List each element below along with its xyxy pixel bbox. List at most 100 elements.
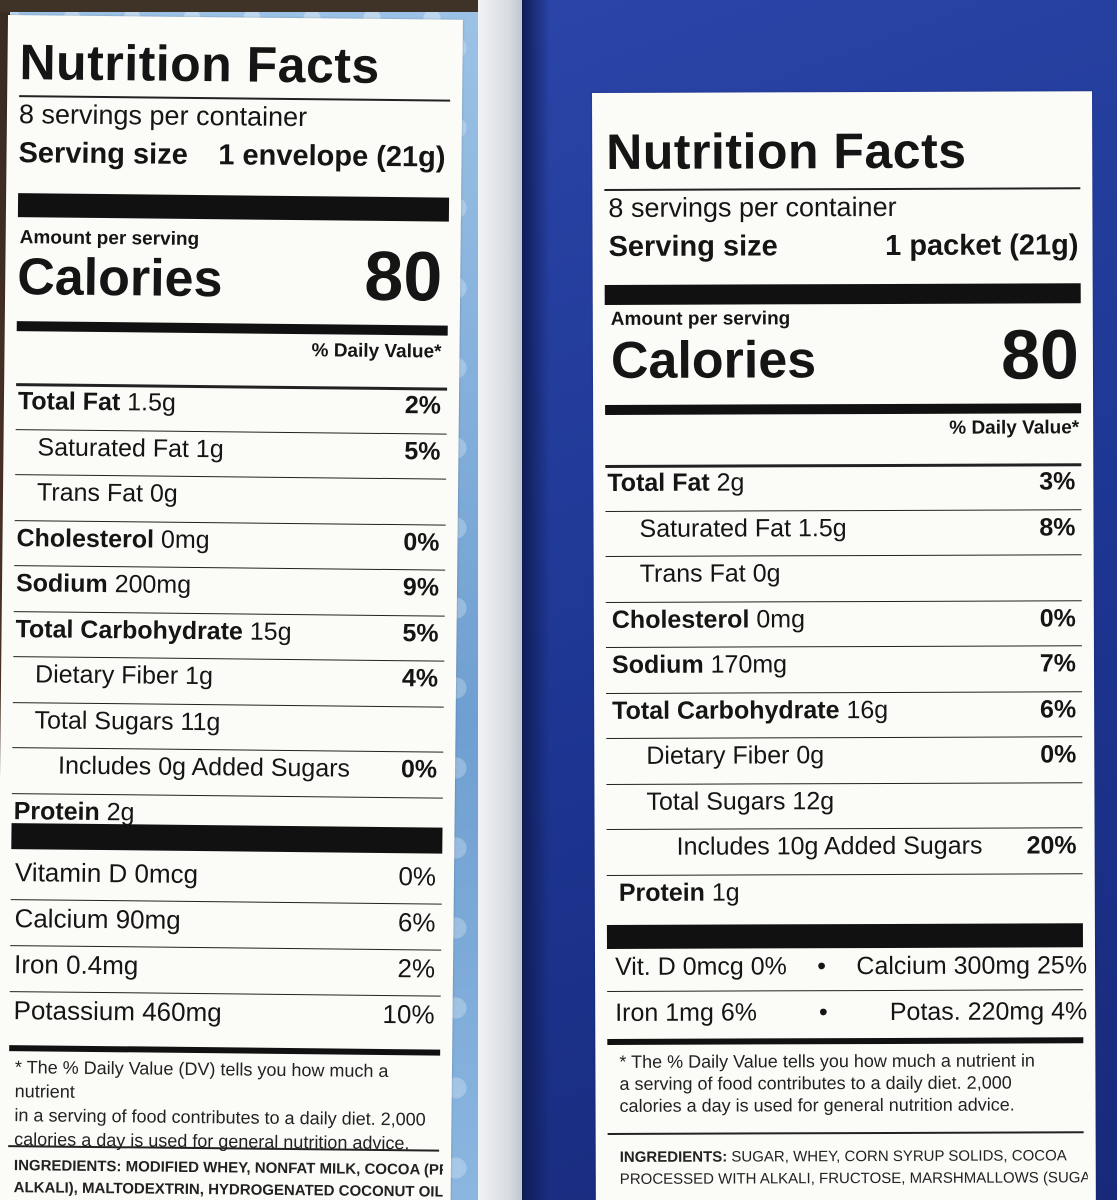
left-nutrient-name: Total Sugars 11g — [14, 706, 220, 737]
right-nutrient-row: Protein 1g — [609, 877, 1077, 908]
left-calories-label: Calories — [16, 248, 223, 309]
right-servings: 8 servings per container — [608, 191, 897, 223]
right-nutrient-dv: 3% — [1039, 467, 1076, 496]
right-footnote-line: * The % Daily Value tells you how much a… — [619, 1050, 1035, 1072]
right-nutrient-dv: 6% — [1039, 694, 1077, 723]
left-nutrient-dv: 5% — [404, 436, 441, 466]
right-vitamin-d: Vit. D 0mcg 0% — [615, 952, 787, 981]
right-potassium: Potas. 220mg 4% — [889, 997, 1088, 1026]
right-ingredients: INGREDIENTS: SUGAR, WHEY, CORN SYRUP SOL… — [620, 1145, 1088, 1191]
left-vitamin-row: Vitamin D 0mcg 0% — [15, 857, 436, 892]
left-nutrient-name: Cholesterol 0mg — [16, 524, 209, 555]
left-title: Nutrition Facts — [19, 34, 381, 94]
right-thick-bar-3 — [606, 923, 1083, 949]
left-nutrient-amount: 1.5g — [127, 388, 177, 417]
left-nutrient-amount: 2g — [106, 797, 135, 826]
right-nutrient-row: Total Carbohydrate 16g 6% — [608, 695, 1076, 726]
right-thick-bar-2 — [605, 403, 1082, 415]
left-vitamin-name: Vitamin D 0mcg — [14, 857, 199, 890]
left-nutrient-label: Cholesterol — [16, 523, 155, 554]
left-nutrient-name: Sodium 200mg — [16, 569, 191, 600]
left-footnote: * The % Daily Value (DV) tells you how m… — [14, 1055, 440, 1155]
left-nutrient-label: Dietary Fiber 1g — [34, 660, 214, 691]
right-nutrient-name: Trans Fat 0g — [608, 559, 781, 589]
left-nutrient-row: Total Carbohydrate 15g 5% — [15, 615, 438, 648]
left-nutrient-amount: 15g — [249, 617, 292, 646]
right-nutrient-dv: 7% — [1039, 649, 1077, 678]
left-nutrient-name: Total Fat 1.5g — [18, 387, 176, 418]
left-nutrient-label: Protein — [13, 796, 100, 826]
right-carton-shadow — [522, 0, 550, 1200]
left-ingredients: INGREDIENTS: MODIFIED WHEY, NONFAT MILK,… — [14, 1155, 443, 1200]
left-nutrient-name: Saturated Fat 1g — [17, 433, 224, 464]
right-calories-value: 80 — [1000, 315, 1080, 394]
right-nutrient-amount: 2g — [716, 468, 745, 497]
right-nutrient-rule — [605, 645, 1082, 648]
left-thick-bar-3 — [11, 823, 443, 854]
right-title: Nutrition Facts — [606, 122, 967, 180]
right-nutrient-name: Includes 10g Added Sugars — [609, 832, 983, 862]
right-calcium: Calcium 300mg 25% — [856, 951, 1088, 981]
right-nutrient-rule — [605, 508, 1082, 512]
right-nutrient-name: Dietary Fiber 0g — [608, 741, 824, 771]
right-nutrient-label: Dietary Fiber 0g — [646, 741, 825, 770]
right-footnote-line: calories a day is used for general nutri… — [619, 1094, 1015, 1116]
right-nutrient-name: Sodium 170mg — [608, 650, 787, 680]
right-footnote-line: a serving of food contributes to a daily… — [619, 1072, 1012, 1094]
right-nutrient-row: Total Fat 2g 3% — [607, 467, 1075, 498]
right-nutrient-label: Sodium — [611, 650, 704, 679]
right-vitamins-rule — [607, 989, 1084, 992]
right-ingredients-line: PROCESSED WITH ALKALI, FRUCTOSE, MARSHMA… — [619, 1169, 1088, 1188]
left-carton-side — [478, 0, 528, 1200]
left-vitamin-name: Calcium 90mg — [14, 903, 181, 935]
right-nutrient-label: Cholesterol — [611, 604, 750, 634]
left-vitamin-dv: 0% — [398, 861, 437, 892]
right-serving-size-value: 1 packet (21g) — [885, 229, 1079, 262]
right-footnote: * The % Daily Value tells you how much a… — [619, 1049, 1083, 1117]
right-nutrient-amount: 16g — [846, 695, 889, 724]
right-nutrition-label: Nutrition Facts 8 servings per container… — [592, 91, 1096, 1200]
right-nutrient-dv: 0% — [1040, 740, 1077, 769]
right-nutrient-row: Cholesterol 0mg 0% — [608, 604, 1076, 635]
right-thick-bar-4 — [607, 1037, 1084, 1045]
left-nutrient-label: Sodium — [15, 569, 108, 599]
right-nutrient-amount: 170mg — [710, 650, 788, 679]
right-thick-bar-1 — [604, 283, 1081, 305]
left-nutrient-dv: 2% — [404, 391, 442, 420]
left-nutrient-row: Total Sugars 11g — [14, 706, 437, 739]
left-nutrient-label: Total Sugars 11g — [34, 705, 221, 736]
left-vitamin-name: Potassium 460mg — [13, 995, 222, 1028]
right-nutrient-label: Trans Fat 0g — [639, 559, 781, 588]
left-nutrient-amount: 0mg — [160, 525, 210, 554]
left-nutrient-label: Total Fat — [17, 387, 121, 417]
left-vitamin-name: Iron 0.4mg — [13, 949, 139, 981]
right-dv-header: % Daily Value* — [949, 417, 1080, 439]
right-serving-size-label: Serving size — [608, 230, 778, 263]
right-vitamins-row-1: Vit. D 0mcg 0% • Calcium 300mg 25% — [615, 951, 1087, 982]
left-nutrition-label: Nutrition Facts 8 servings per container… — [0, 15, 463, 1200]
left-vitamin-row: Potassium 460mg 10% — [13, 995, 434, 1030]
right-ingredients-rule — [607, 1131, 1084, 1135]
right-nutrient-name: Total Fat 2g — [607, 468, 744, 497]
left-nutrient-name: Dietary Fiber 1g — [15, 660, 213, 691]
right-iron: Iron 1mg 6% — [615, 998, 758, 1027]
right-nutrient-name: Cholesterol 0mg — [608, 605, 805, 635]
left-nutrient-row: Saturated Fat 1g 5% — [17, 433, 440, 466]
left-vitamin-dv: 10% — [382, 998, 435, 1030]
left-nutrient-row: Cholesterol 0mg 0% — [16, 524, 439, 557]
left-vitamin-dv: 2% — [397, 953, 436, 984]
right-title-rule — [604, 187, 1081, 191]
right-nutrient-row: Total Sugars 12g — [608, 786, 1076, 817]
right-nutrient-dv: 8% — [1039, 512, 1076, 541]
left-nutrient-label: Trans Fat 0g — [36, 478, 178, 508]
left-thick-bar-2 — [16, 321, 448, 336]
right-ingredients-line: SUGAR, WHEY, CORN SYRUP SOLIDS, COCOA — [731, 1147, 1067, 1166]
right-nutrient-name: Protein 1g — [609, 878, 740, 907]
right-nutrient-amount: 0mg — [756, 604, 806, 633]
left-serving-size-label: Serving size — [18, 137, 188, 171]
left-calories-value: 80 — [364, 236, 443, 316]
left-nutrient-dv: 9% — [402, 573, 440, 602]
right-nutrient-row: Dietary Fiber 0g 0% — [608, 740, 1076, 771]
right-nutrient-label: Total Sugars 12g — [646, 786, 835, 816]
